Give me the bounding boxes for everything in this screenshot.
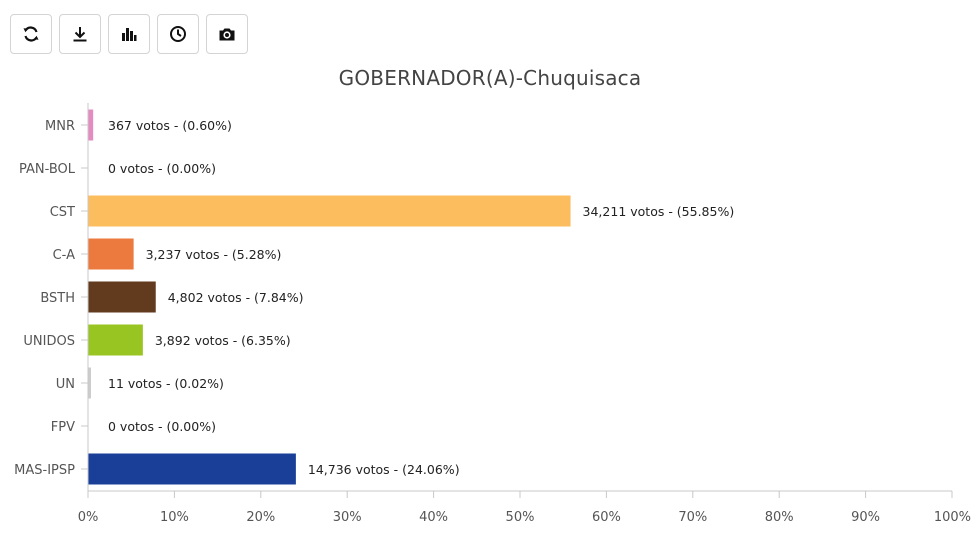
- category-label: UNIDOS: [23, 334, 75, 349]
- category-label: C-A: [53, 248, 75, 263]
- data-label: 11 votos - (0.02%): [108, 376, 224, 391]
- data-label: 3,892 votos - (6.35%): [155, 333, 291, 348]
- x-tick-label: 100%: [934, 510, 971, 525]
- x-tick-label: 30%: [333, 510, 362, 525]
- x-tick-label: 10%: [160, 510, 189, 525]
- category-label: UN: [56, 377, 75, 392]
- bars: MNR 367 votos - (0.60%) PAN-BOL 0 votos - (…: [14, 109, 735, 485]
- data-label: 4,802 votos - (7.84%): [168, 290, 304, 305]
- x-tick-label: 90%: [851, 510, 880, 525]
- x-tick-label: 40%: [419, 510, 448, 525]
- history-button[interactable]: [157, 14, 199, 54]
- x-tick-label: 20%: [246, 510, 275, 525]
- bar[interactable]: [88, 109, 94, 141]
- category-label: PAN-BOL: [19, 162, 76, 177]
- data-label: 34,211 votos - (55.85%): [583, 204, 735, 219]
- category-label: FPV: [51, 420, 75, 435]
- bar[interactable]: [88, 367, 91, 399]
- bar[interactable]: [88, 195, 571, 227]
- bar[interactable]: [88, 281, 156, 313]
- x-tick-label: 60%: [592, 510, 621, 525]
- category-label: CST: [50, 205, 75, 220]
- category-label: BSTH: [40, 291, 75, 306]
- data-label: 0 votos - (0.00%): [108, 161, 216, 176]
- bar[interactable]: [88, 453, 296, 485]
- clock-icon: [170, 26, 186, 42]
- data-label: 0 votos - (0.00%): [108, 419, 216, 434]
- x-tick-label: 0%: [78, 510, 99, 525]
- screenshot-button[interactable]: [206, 14, 248, 54]
- download-icon: [73, 27, 87, 42]
- category-label: MAS-IPSP: [14, 463, 75, 478]
- bar-chart-icon: [122, 28, 137, 41]
- chart-title: GOBERNADOR(A)-Chuquisaca: [338, 66, 642, 90]
- bar-chart-button[interactable]: [108, 14, 150, 54]
- data-label: 367 votos - (0.60%): [108, 118, 232, 133]
- x-axis: 0% 10% 20% 30% 40% 50% 60% 70% 80% 90% 100%: [78, 103, 971, 525]
- x-tick-label: 80%: [765, 510, 794, 525]
- bar[interactable]: [88, 238, 134, 270]
- category-label: MNR: [45, 119, 75, 134]
- chart-toolbar: [10, 14, 248, 54]
- x-tick-label: 70%: [678, 510, 707, 525]
- camera-icon: [219, 28, 235, 41]
- bar[interactable]: [88, 324, 143, 356]
- refresh-icon: [23, 26, 39, 42]
- data-label: 3,237 votos - (5.28%): [146, 247, 282, 262]
- download-button[interactable]: [59, 14, 101, 54]
- refresh-button[interactable]: [10, 14, 52, 54]
- x-tick-label: 50%: [506, 510, 535, 525]
- data-label: 14,736 votos - (24.06%): [308, 462, 460, 477]
